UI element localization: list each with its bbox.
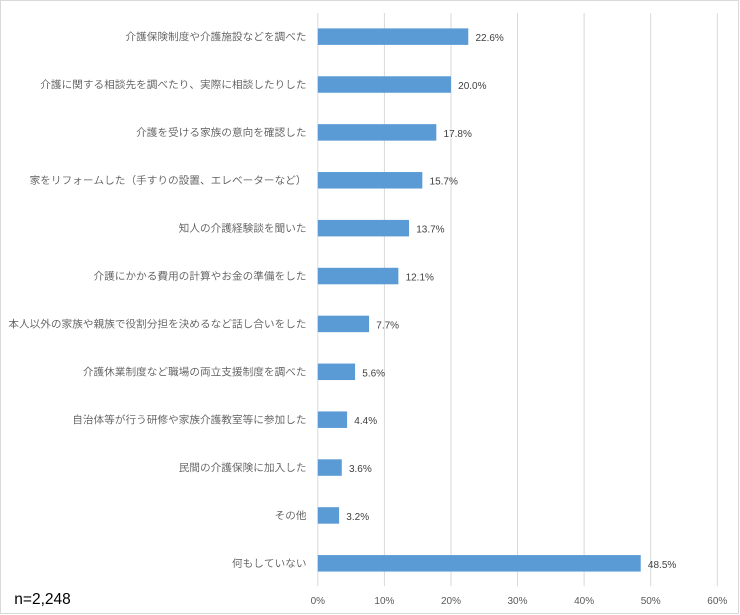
svg-text:30%: 30% [507,596,527,607]
svg-text:n=2,248: n=2,248 [14,591,70,608]
svg-text:40%: 40% [574,596,594,607]
svg-text:17.8%: 17.8% [444,129,472,140]
svg-text:13.7%: 13.7% [416,225,444,236]
svg-text:50%: 50% [641,596,661,607]
svg-text:20.0%: 20.0% [458,81,486,92]
svg-text:22.6%: 22.6% [475,33,503,44]
svg-text:7.7%: 7.7% [376,320,399,331]
svg-text:0%: 0% [311,596,326,607]
svg-text:20%: 20% [441,596,461,607]
svg-text:48.5%: 48.5% [648,560,676,571]
svg-text:3.6%: 3.6% [349,464,372,475]
svg-text:5.6%: 5.6% [362,368,385,379]
svg-text:10%: 10% [374,596,394,607]
svg-text:12.1%: 12.1% [406,272,434,283]
svg-text:3.2%: 3.2% [346,512,369,523]
svg-text:15.7%: 15.7% [430,177,458,188]
svg-text:4.4%: 4.4% [354,416,377,427]
svg-text:60%: 60% [707,596,727,607]
